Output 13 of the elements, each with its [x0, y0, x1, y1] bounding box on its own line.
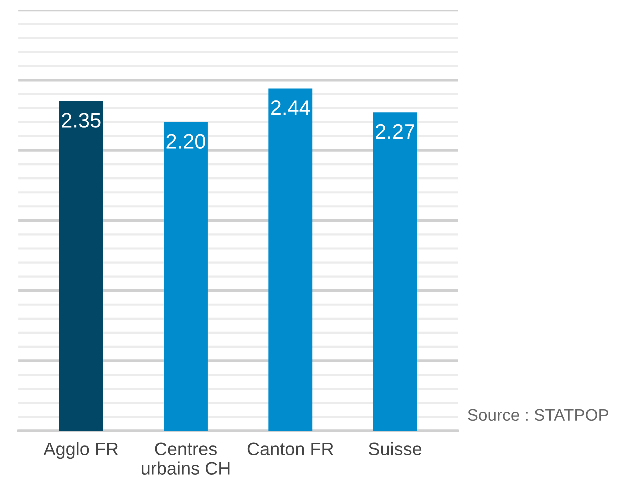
bar — [373, 112, 418, 432]
data-label: 2.35 — [62, 113, 101, 128]
data-label: 2.20 — [166, 134, 206, 149]
bar — [59, 101, 104, 432]
source-note: Source : STATPOP — [468, 409, 608, 422]
x-tick-label: Centres urbains CH — [142, 442, 230, 475]
x-tick-label: Agglo FR — [44, 442, 118, 460]
x-tick-label: Canton FR — [248, 442, 334, 456]
data-label: 2.44 — [271, 100, 310, 116]
data-label: 2.27 — [376, 124, 415, 139]
bar — [268, 88, 313, 432]
x-tick-label: Suisse — [369, 442, 422, 456]
bar — [164, 122, 208, 432]
